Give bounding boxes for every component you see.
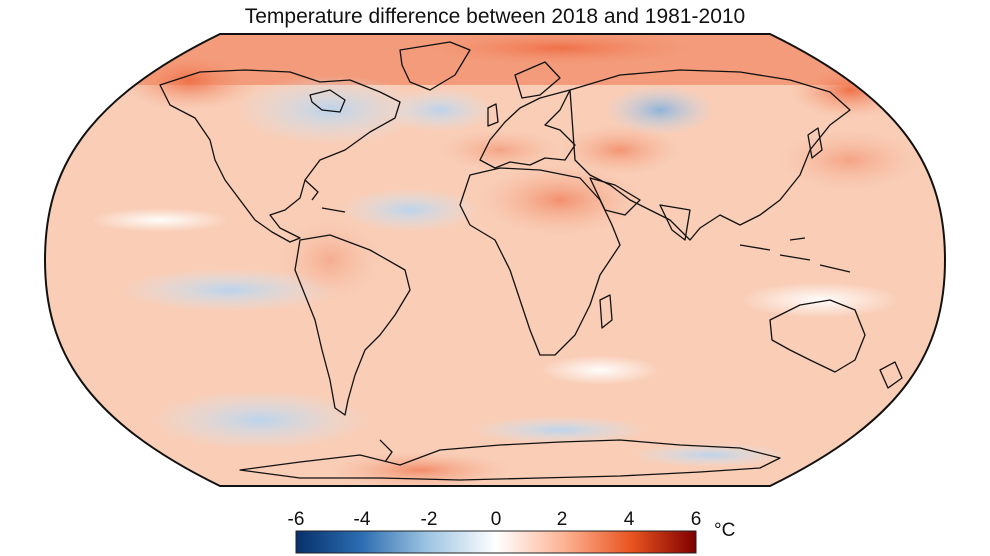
pacific-cold bbox=[120, 268, 340, 312]
greenland-coast bbox=[399, 41, 471, 91]
anomaly-field bbox=[45, 34, 945, 486]
australia-coast bbox=[769, 299, 866, 373]
south-america-warm bbox=[280, 220, 380, 300]
indonesia-coast bbox=[739, 237, 851, 273]
southern-pacific-cold bbox=[150, 390, 370, 450]
antarctica-coast bbox=[239, 439, 781, 481]
south-america-coast bbox=[294, 234, 411, 416]
middle-east-warm bbox=[560, 125, 680, 175]
southern-atlantic-cold bbox=[470, 416, 650, 444]
cuba-coast bbox=[321, 207, 346, 213]
siberia-cold bbox=[605, 85, 715, 135]
africa-coast bbox=[459, 167, 621, 356]
hudson-bay-coast bbox=[309, 89, 346, 113]
antarctic-peninsula-coast bbox=[379, 439, 393, 463]
florida-coast bbox=[304, 179, 319, 201]
antarctic-warm bbox=[330, 452, 510, 486]
north-pacific-warm bbox=[780, 130, 920, 190]
sahara-warm bbox=[480, 165, 640, 235]
india-coast bbox=[659, 204, 691, 241]
scandinavia-coast bbox=[514, 61, 561, 99]
europe-warm bbox=[440, 130, 560, 170]
antarctic-cold bbox=[630, 443, 790, 467]
japan-coast bbox=[807, 127, 823, 159]
atlantic-cold bbox=[340, 188, 480, 232]
arabia-coast bbox=[589, 177, 641, 216]
uk-coast bbox=[487, 103, 499, 127]
globe-outline bbox=[43, 33, 947, 487]
coastlines bbox=[159, 41, 903, 481]
north-america-coast bbox=[159, 69, 401, 243]
asia-coast bbox=[569, 69, 851, 241]
madagascar-coast bbox=[599, 294, 613, 329]
map-title: Temperature difference between 2018 and … bbox=[244, 5, 746, 28]
europe-coast bbox=[479, 89, 576, 169]
arctic-hotspot bbox=[380, 34, 740, 70]
new-zealand-coast bbox=[879, 361, 903, 389]
labrador-cold bbox=[385, 88, 495, 132]
